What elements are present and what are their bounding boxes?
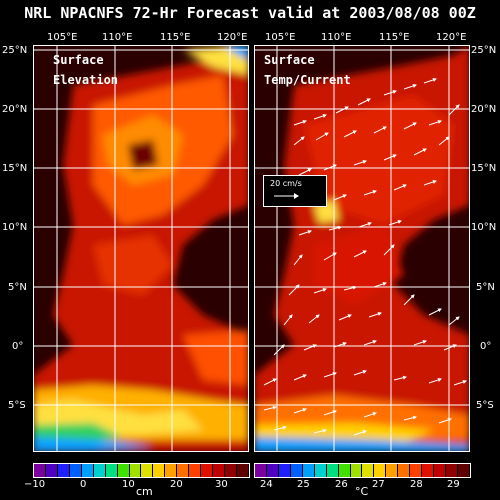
lat-tick-5n-left: 5°N xyxy=(8,282,27,293)
lon-tick-115-right: 115°E xyxy=(379,32,410,43)
elevation-tick-30: 30 xyxy=(215,479,228,490)
lat-tick-25n-right: 25°N xyxy=(471,45,497,56)
temp-tick-24: 24 xyxy=(260,479,273,490)
map-title: NRL NPACNFS 72-Hr Forecast valid at 2003… xyxy=(24,4,476,22)
temperature-field xyxy=(254,45,470,452)
elevation-tick-0: 0 xyxy=(80,479,87,490)
lon-tick-120-left: 120°E xyxy=(217,32,248,43)
temp-tick-29: 29 xyxy=(447,479,460,490)
lon-tick-115-left: 115°E xyxy=(160,32,191,43)
temp-tick-25: 25 xyxy=(297,479,310,490)
lon-tick-120-right: 120°E xyxy=(436,32,467,43)
lat-tick-15n-left: 15°N xyxy=(2,163,28,174)
temperature-unit: °C xyxy=(355,485,369,498)
grid-lines-left xyxy=(33,45,249,452)
lat-tick-10n-right: 10°N xyxy=(471,222,497,233)
lon-tick-105-right: 105°E xyxy=(265,32,296,43)
elevation-tick-minus10: −10 xyxy=(24,479,46,490)
scale-arrow-icon xyxy=(274,193,299,199)
elevation-tick-20: 20 xyxy=(170,479,183,490)
lat-tick-0-right: 0° xyxy=(480,341,492,352)
elevation-tick-10: 10 xyxy=(122,479,135,490)
lon-tick-105-left: 105°E xyxy=(47,32,78,43)
elevation-colorbar xyxy=(33,463,250,478)
current-scale-label: 20 cm/s xyxy=(270,179,302,188)
surface-temp-current-map: Surface Temp/Current xyxy=(254,45,470,452)
right-panel-label-line1: Surface xyxy=(264,53,315,67)
elevation-unit: cm xyxy=(136,485,153,498)
lat-tick-5s-right: 5°S xyxy=(476,400,494,411)
left-panel-label-line2: Elevation xyxy=(53,73,119,87)
lat-tick-0-left: 0° xyxy=(12,341,24,352)
lat-tick-5s-left: 5°S xyxy=(8,400,26,411)
temperature-colorbar xyxy=(254,463,471,478)
lon-tick-110-left: 110°E xyxy=(102,32,133,43)
current-scale-legend: 20 cm/s xyxy=(263,175,327,207)
grid-lines-right xyxy=(254,45,470,452)
left-panel-label-line1: Surface xyxy=(53,53,104,67)
lat-tick-20n-right: 20°N xyxy=(471,104,497,115)
temp-tick-27: 27 xyxy=(372,479,385,490)
lat-tick-5n-right: 5°N xyxy=(476,282,495,293)
lat-tick-15n-right: 15°N xyxy=(471,163,497,174)
lon-tick-110-right: 110°E xyxy=(321,32,352,43)
lat-tick-10n-left: 10°N xyxy=(2,222,28,233)
temp-tick-28: 28 xyxy=(410,479,423,490)
lat-tick-20n-left: 20°N xyxy=(2,104,28,115)
elevation-field xyxy=(33,45,249,452)
right-panel-label-line2: Temp/Current xyxy=(264,73,351,87)
temp-tick-26: 26 xyxy=(335,479,348,490)
surface-elevation-map: Surface Elevation xyxy=(33,45,249,452)
lat-tick-25n-left: 25°N xyxy=(2,45,28,56)
